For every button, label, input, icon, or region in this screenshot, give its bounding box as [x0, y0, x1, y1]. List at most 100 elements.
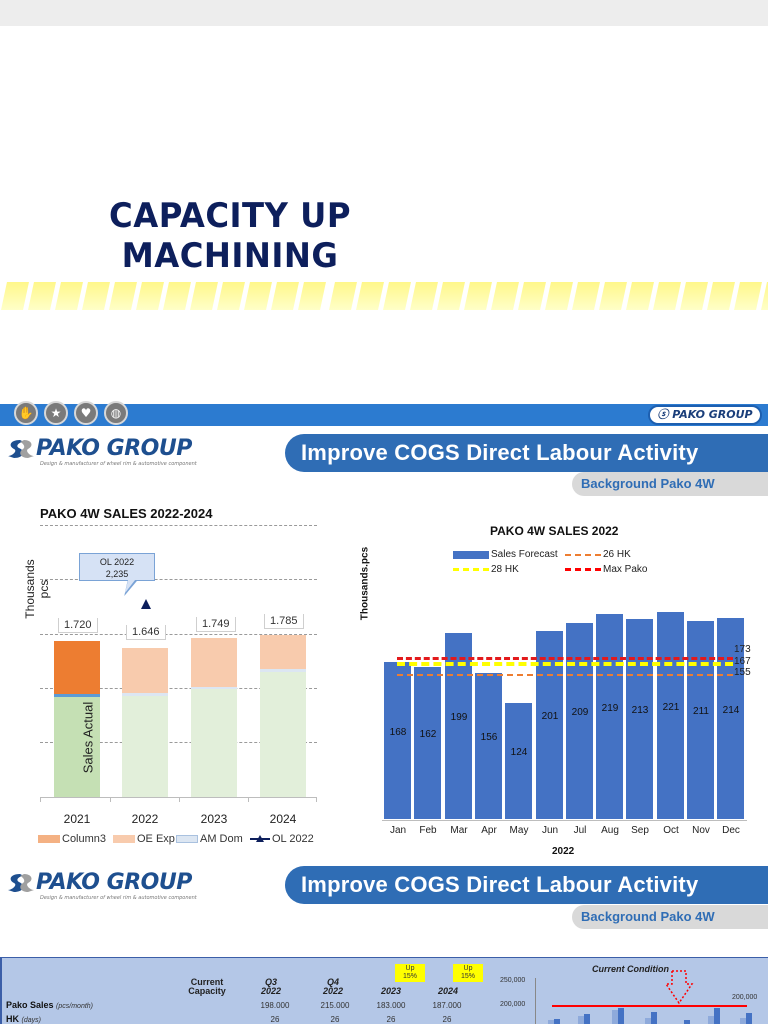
- legend-am-dom: AM Dom: [176, 833, 243, 845]
- stripe: [217, 282, 245, 310]
- x-label: 2024: [269, 812, 297, 826]
- bar-total-label: 1.749: [196, 617, 236, 632]
- month-label: Jan: [389, 825, 407, 836]
- x-label: 2021: [63, 812, 91, 826]
- right-chart-title: PAKO 4W SALES 2022: [490, 524, 619, 538]
- stripe: [298, 282, 326, 310]
- stripe: [491, 282, 519, 310]
- stripe: [626, 282, 654, 310]
- bar-value-label: 156: [480, 732, 498, 743]
- stripe: [28, 282, 56, 310]
- stripe: [437, 282, 465, 310]
- top-bar: [0, 0, 768, 26]
- bar-value-label: 201: [541, 711, 559, 722]
- section-subbanner: Background Pako 4W: [572, 905, 768, 929]
- x-label: 2023: [200, 812, 228, 826]
- month-bar: [596, 614, 623, 819]
- y-axis: [535, 978, 536, 1024]
- legend-26hk: 26 HK: [565, 549, 631, 560]
- month-bar: [445, 633, 472, 819]
- bar-value-label: 199: [450, 712, 468, 723]
- title-line-2: MACHINING: [121, 236, 339, 276]
- col-2023: 2023: [380, 986, 402, 996]
- stripe: [163, 282, 191, 310]
- col-2024: 2024: [437, 986, 459, 996]
- pako-logo-mark-icon: [8, 874, 34, 892]
- logo-tagline: Design & manufacturer of wheel rim & aut…: [40, 895, 197, 901]
- month-label: May: [509, 825, 529, 836]
- bar-value-label: 214: [722, 705, 740, 716]
- month-label: Aug: [601, 825, 619, 836]
- star-award-icon: ★: [44, 401, 68, 425]
- hand-certificate-icon: ✋: [14, 401, 38, 425]
- x-axis: [40, 797, 317, 798]
- gridline: [40, 742, 317, 743]
- table-cell: 26: [270, 1015, 280, 1024]
- table-cell: 187.000: [432, 1001, 462, 1010]
- table-cell: 26: [442, 1015, 452, 1024]
- month-label: Oct: [663, 825, 679, 836]
- bar-2023: [191, 638, 237, 797]
- table-cell: 26: [330, 1015, 340, 1024]
- pako-logo: PAKO GROUP Design & manufacturer of whee…: [6, 436, 216, 476]
- bar-total-label: 1.785: [264, 614, 304, 629]
- legend-28hk: 28 HK: [453, 564, 519, 575]
- bar-total-label: 1.646: [126, 625, 166, 640]
- month-bar: [475, 673, 502, 819]
- legend-column3: Column3: [38, 833, 106, 845]
- month-bar: [687, 621, 714, 819]
- stripe: [761, 282, 768, 310]
- section-banner: Improve COGS Direct Labour Activity: [285, 866, 768, 904]
- gridline: [40, 688, 317, 689]
- gridline: [40, 579, 317, 580]
- month-label: Apr: [481, 825, 497, 836]
- x-label: 2022: [131, 812, 159, 826]
- month-label: Jun: [541, 825, 559, 836]
- stripe: [1, 282, 29, 310]
- month-label: Feb: [419, 825, 437, 836]
- legend-max-pako: Max Pako: [565, 564, 647, 575]
- stripe: [599, 282, 627, 310]
- month-bar: [717, 618, 744, 819]
- sales-actual-label: Sales Actual: [80, 701, 96, 774]
- stripe: [410, 282, 438, 310]
- stripe: [356, 282, 384, 310]
- month-bar: [657, 612, 684, 819]
- stripe: [707, 282, 735, 310]
- legend-oe-exp: OE Exp: [113, 833, 175, 845]
- stripe: [545, 282, 573, 310]
- month-bar: [505, 703, 532, 819]
- logo-text: PAKO GROUP: [36, 870, 192, 895]
- stripe: [464, 282, 492, 310]
- stripe: [518, 282, 546, 310]
- max-pako-value: 173: [734, 644, 751, 655]
- table-cell: 26: [386, 1015, 396, 1024]
- table-cell: 183.000: [376, 1001, 406, 1010]
- pako-logo: PAKO GROUP Design & manufacturer of whee…: [6, 870, 216, 910]
- month-label: Nov: [692, 825, 710, 836]
- gridline: [40, 525, 317, 526]
- heart-people-icon: ♥: [74, 401, 98, 425]
- logo-text: PAKO GROUP: [36, 436, 192, 461]
- stripe: [109, 282, 137, 310]
- month-bar: [414, 667, 441, 819]
- bar-value-label: 213: [631, 705, 649, 716]
- logo-tagline: Design & manufacturer of wheel rim & aut…: [40, 461, 197, 467]
- stripe: [271, 282, 299, 310]
- bar-value-label: 168: [389, 727, 407, 738]
- 26hk-value: 155: [734, 667, 751, 678]
- ol-2022-callout: OL 2022 2,235: [79, 553, 155, 581]
- row-label-hk: HK (days): [6, 1014, 41, 1024]
- bar-value-label: 124: [510, 747, 528, 758]
- up-15-badge: Up 15%: [395, 964, 425, 982]
- stripe: [244, 282, 272, 310]
- max-pako-line: [397, 657, 733, 660]
- month-label: Dec: [722, 825, 740, 836]
- 28hk-line: [397, 662, 733, 666]
- month-label: Jul: [573, 825, 587, 836]
- capacity-table: Current Capacity Q3 2022 Q4 2022 2023 2024…: [0, 957, 768, 1024]
- row-label-pako-sales: Pako Sales (pcs/month): [6, 1000, 94, 1010]
- x-axis: [382, 820, 747, 821]
- col-q4-2022: Q4 2022: [322, 977, 344, 996]
